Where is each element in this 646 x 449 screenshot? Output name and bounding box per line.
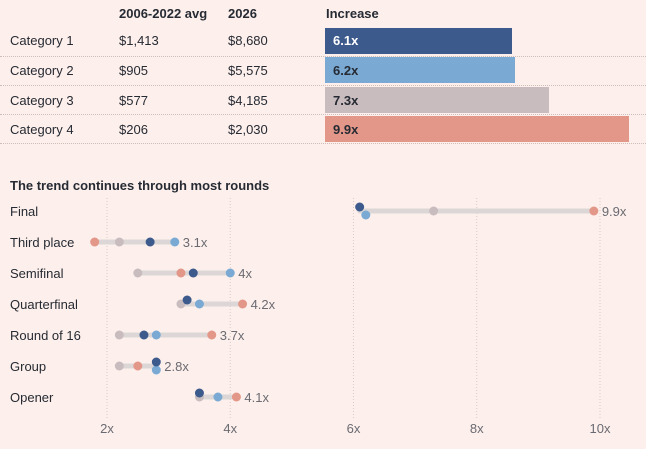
row-divider <box>0 114 646 115</box>
increase-bar <box>325 87 550 113</box>
dot-category-4 <box>133 361 143 371</box>
row-label: Category 2 <box>10 63 74 78</box>
row-label: Category 3 <box>10 93 74 108</box>
dot-category-4 <box>207 330 217 340</box>
header-2026: 2026 <box>228 6 257 21</box>
max-value-label: 2.8x <box>164 359 189 374</box>
header-increase: Increase <box>326 6 379 21</box>
dot-category-3 <box>429 206 439 216</box>
dot-category-1 <box>145 237 155 247</box>
row-divider <box>0 143 646 144</box>
max-value-label: 3.1x <box>183 235 208 250</box>
dot-category-4 <box>238 299 248 309</box>
dot-category-2 <box>213 392 223 402</box>
row-divider <box>0 85 646 86</box>
dot-category-4 <box>231 392 241 402</box>
dot-category-1 <box>151 357 161 367</box>
dot-category-3 <box>114 330 124 340</box>
dot-category-2 <box>170 237 180 247</box>
increase-bar <box>325 28 513 54</box>
dot-category-1 <box>188 268 198 278</box>
row-label: Category 1 <box>10 33 74 48</box>
avg-value: $905 <box>119 63 148 78</box>
dot-category-4 <box>176 268 186 278</box>
dot-category-2 <box>194 299 204 309</box>
row-divider <box>0 56 646 57</box>
dot-category-3 <box>133 268 143 278</box>
dot-category-4 <box>589 206 599 216</box>
round-label: Round of 16 <box>10 328 81 343</box>
avg-value: $1,413 <box>119 33 159 48</box>
increase-bar <box>325 116 629 142</box>
increase-bar <box>325 57 516 83</box>
round-label: Opener <box>10 390 54 405</box>
dot-category-1 <box>194 388 204 398</box>
x-tick-label: 10x <box>590 421 611 436</box>
dot-category-2 <box>361 210 371 220</box>
increase-label: 6.1x <box>333 33 359 48</box>
dot-category-2 <box>151 330 161 340</box>
round-label: Semifinal <box>10 266 64 281</box>
dot-category-1 <box>355 202 365 212</box>
max-value-label: 3.7x <box>220 328 245 343</box>
round-label: Third place <box>10 235 74 250</box>
dot-category-4 <box>90 237 100 247</box>
increase-label: 7.3x <box>333 93 359 108</box>
avg-value: $577 <box>119 93 148 108</box>
max-value-label: 4.2x <box>251 297 276 312</box>
value-2026: $5,575 <box>228 63 268 78</box>
x-tick-label: 2x <box>100 421 114 436</box>
round-label: Quarterfinal <box>10 297 78 312</box>
x-tick-label: 4x <box>223 421 237 436</box>
round-label: Group <box>10 359 46 374</box>
x-tick-label: 8x <box>470 421 484 436</box>
header-avg: 2006-2022 avg <box>119 6 208 21</box>
avg-value: $206 <box>119 122 148 137</box>
round-label: Final <box>10 204 38 219</box>
max-value-label: 4.1x <box>244 390 269 405</box>
chart-title: The trend continues through most rounds <box>10 178 270 193</box>
max-value-label: 4x <box>238 266 252 281</box>
dot-category-2 <box>225 268 235 278</box>
row-label: Category 4 <box>10 122 74 137</box>
dot-category-3 <box>114 361 124 371</box>
increase-label: 9.9x <box>333 122 359 137</box>
increase-label: 6.2x <box>333 63 359 78</box>
dot-category-2 <box>151 365 161 375</box>
value-2026: $2,030 <box>228 122 268 137</box>
value-2026: $4,185 <box>228 93 268 108</box>
value-2026: $8,680 <box>228 33 268 48</box>
dot-category-1 <box>139 330 149 340</box>
dot-category-1 <box>182 295 192 305</box>
max-value-label: 9.9x <box>602 204 627 219</box>
x-tick-label: 6x <box>347 421 361 436</box>
dot-category-3 <box>114 237 124 247</box>
